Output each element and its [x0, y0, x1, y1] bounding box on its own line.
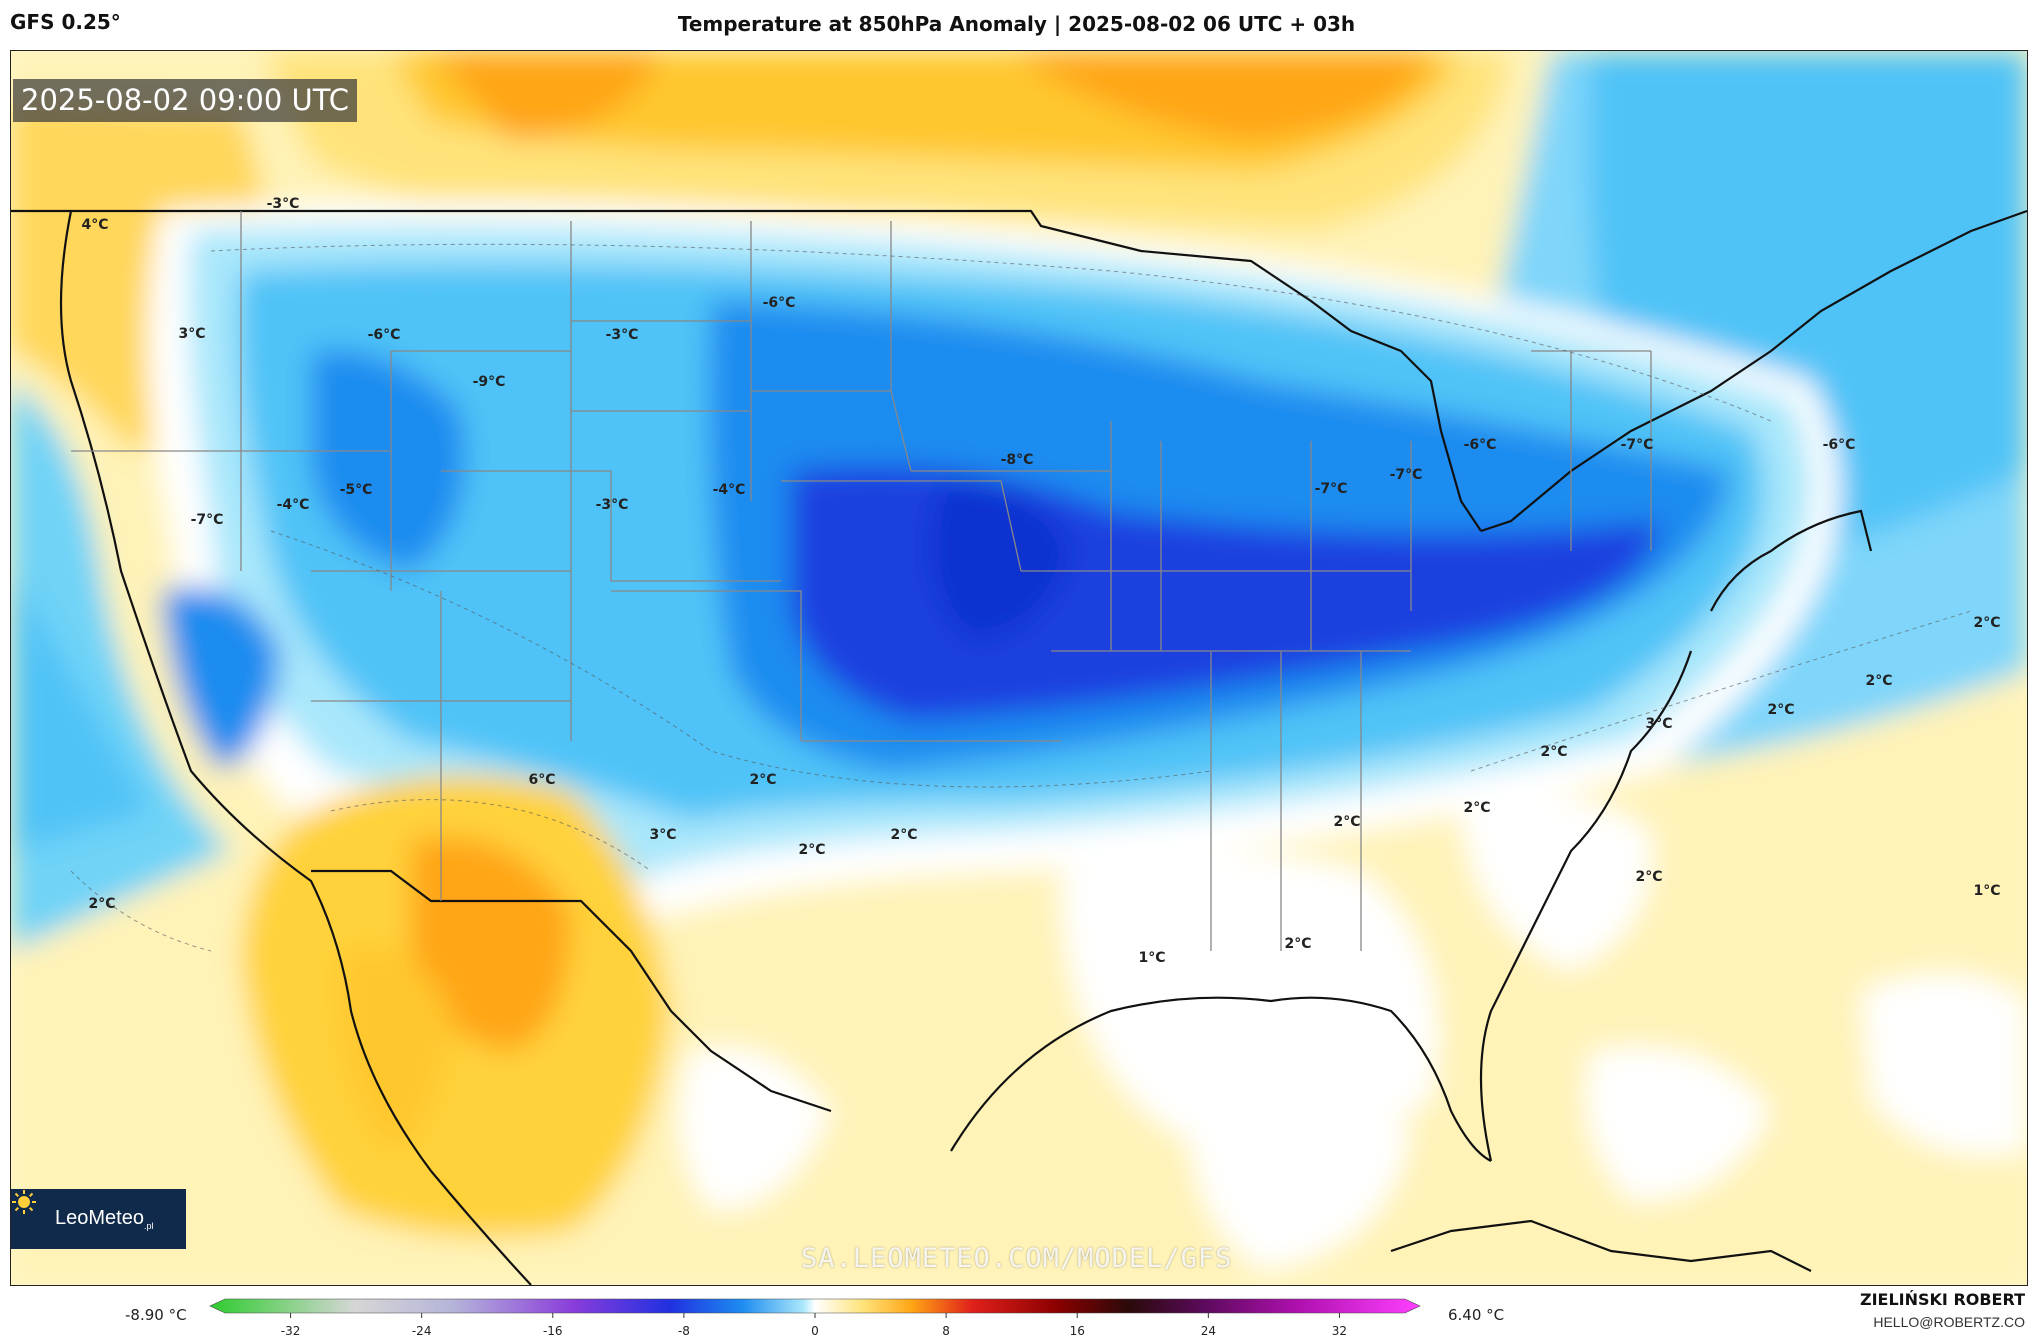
logo-text: LeoMeteo.pl — [55, 1207, 154, 1231]
colorbar-tick-label: -32 — [280, 1324, 301, 1338]
contour-label: 2°C — [1333, 814, 1361, 830]
contour-label: 2°C — [890, 827, 918, 843]
contour-lines — [70, 243, 1972, 952]
colorbar-tick-label: -8 — [677, 1324, 690, 1338]
author-email[interactable]: HELLO@ROBERTZ.CO — [1873, 1314, 2025, 1330]
colorbar-tick-label: 8 — [942, 1324, 950, 1338]
contour-label: -7°C — [1314, 481, 1348, 497]
contour-label: 3°C — [1645, 716, 1673, 732]
contour-label: 1°C — [1973, 883, 2001, 899]
contour-label: 2°C — [88, 896, 116, 912]
colorbar-tick-label: 24 — [1200, 1324, 1216, 1338]
valid-time-stamp: 2025-08-02 09:00 UTC — [13, 79, 358, 122]
map-canvas — [11, 51, 2027, 1285]
model-name: GFS 0.25° — [10, 10, 121, 34]
colorbar: -8.90 °C -32 -2 — [0, 1286, 2033, 1338]
contour-label: -3°C — [266, 196, 300, 212]
source-watermark: SA.LEOMETEO.COM/MODEL/GFS — [801, 1243, 1233, 1274]
colorbar-tick-label: 32 — [1331, 1324, 1348, 1338]
contour-label: -7°C — [190, 512, 224, 528]
contour-label: 2°C — [1463, 800, 1491, 816]
contour-label: 3°C — [178, 326, 206, 342]
chart-title: Temperature at 850hPa Anomaly | 2025-08-… — [677, 12, 1356, 36]
contour-label: -4°C — [712, 482, 746, 498]
colorbar-tick-label: -16 — [542, 1324, 563, 1338]
contour-label: 2°C — [1865, 673, 1893, 689]
leometeo-logo[interactable]: LeoMeteo.pl — [11, 1189, 186, 1249]
contour-label: 2°C — [1635, 869, 1663, 885]
colorbar-tick-label: -24 — [411, 1324, 432, 1338]
contour-label: -6°C — [1463, 437, 1497, 453]
contour-label: -4°C — [276, 497, 310, 513]
colorbar-tick-label: 16 — [1069, 1324, 1085, 1338]
coastlines — [11, 209, 2027, 1285]
contour-label: 2°C — [1540, 744, 1568, 760]
contour-label: -8°C — [1000, 452, 1034, 468]
contour-label: -7°C — [1389, 467, 1423, 483]
contour-label: 4°C — [81, 217, 109, 233]
author-name: ZIELIŃSKI ROBERT — [1859, 1290, 2025, 1309]
colorbar-max-value: 6.40 °C — [1448, 1306, 1505, 1324]
contour-label: 2°C — [798, 842, 826, 858]
contour-label: 3°C — [649, 827, 677, 843]
sun-icon — [12, 1190, 36, 1214]
colorbar-min-value: -8.90 °C — [125, 1306, 187, 1324]
contour-label: -6°C — [762, 295, 796, 311]
contour-label: 2°C — [1767, 702, 1795, 718]
contour-label: -9°C — [472, 374, 506, 390]
colorbar-gradient — [209, 1298, 1421, 1318]
contour-label: 6°C — [528, 772, 556, 788]
contour-label: 2°C — [749, 772, 777, 788]
contour-label: -7°C — [1620, 437, 1654, 453]
contour-label: -3°C — [605, 327, 639, 343]
contour-label: 2°C — [1973, 615, 2001, 631]
contour-label: 2°C — [1284, 936, 1312, 952]
contour-label: -6°C — [367, 327, 401, 343]
contour-label: 1°C — [1138, 950, 1166, 966]
contour-label: -6°C — [1822, 437, 1856, 453]
colorbar-tick-label: 0 — [811, 1324, 819, 1338]
contour-label: -5°C — [339, 482, 373, 498]
state-borders — [71, 211, 1652, 951]
anomaly-map[interactable]: 2025-08-02 09:00 UTC -3°C 4°C 3°C -6°C -… — [10, 50, 2028, 1286]
contour-label: -3°C — [595, 497, 629, 513]
